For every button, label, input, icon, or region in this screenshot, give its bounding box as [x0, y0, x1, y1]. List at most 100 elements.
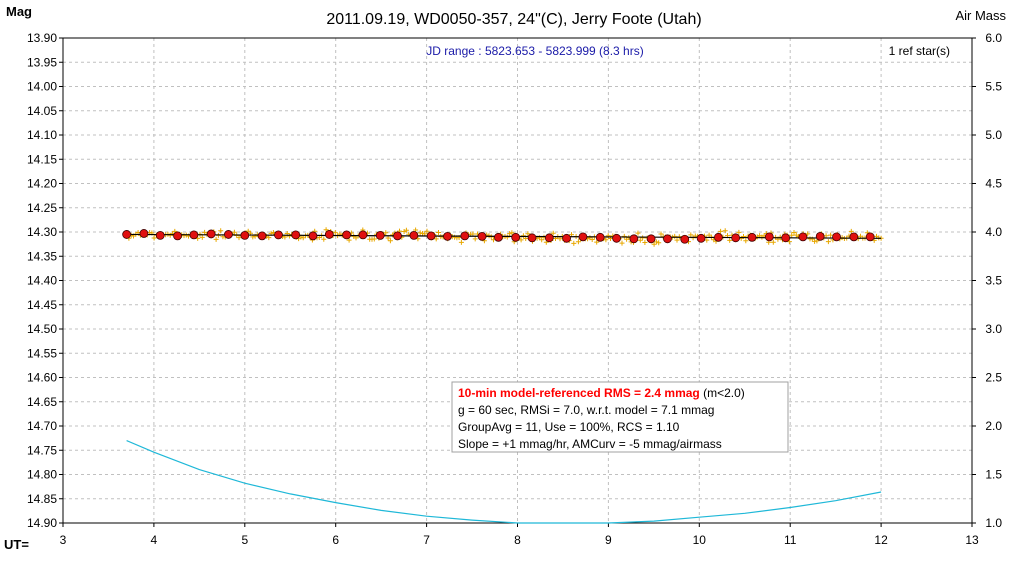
- group-average-point: [189, 230, 199, 240]
- raw-measurement-point: [603, 237, 609, 243]
- y-right-tick-label: 4.0: [985, 225, 1002, 239]
- raw-measurement-point: [213, 236, 219, 242]
- raw-measurement-point: [635, 230, 641, 236]
- group-average-point: [460, 231, 470, 241]
- y-left-tick-label: 14.55: [27, 346, 57, 360]
- group-average-point: [849, 232, 859, 242]
- x-tick-label: 12: [874, 533, 888, 547]
- raw-measurement-point: [433, 236, 439, 242]
- y-left-tick-label: 14.70: [27, 419, 57, 433]
- x-tick-label: 13: [965, 533, 979, 547]
- raw-measurement-point: [743, 238, 749, 244]
- raw-measurement-point: [424, 228, 430, 234]
- y-left-tick-label: 14.15: [27, 152, 57, 166]
- x-tick-label: 4: [151, 533, 158, 547]
- group-average-point: [832, 232, 841, 242]
- group-average-point: [342, 230, 352, 240]
- group-average-point: [815, 231, 825, 241]
- raw-measurement-point: [507, 231, 513, 237]
- y-left-tick-label: 14.90: [27, 516, 57, 530]
- group-average-point: [680, 234, 690, 244]
- raw-measurement-point: [619, 240, 625, 246]
- group-average-point: [358, 230, 368, 240]
- group-average-point: [865, 232, 875, 242]
- raw-measurement-point: [722, 228, 728, 234]
- raw-measurement-point: [525, 231, 531, 237]
- raw-measurement-point: [266, 235, 272, 241]
- y-left-tick-label: 14.35: [27, 249, 57, 263]
- y-left-tick-label: 14.05: [27, 104, 57, 118]
- x-tick-label: 5: [241, 533, 248, 547]
- rms-suffix: (m<2.0): [700, 386, 745, 400]
- chart-title: 2011.09.19, WD0050-357, 24"(C), Jerry Fo…: [326, 11, 701, 28]
- group-average-point: [713, 232, 723, 242]
- raw-measurement-point: [674, 237, 680, 243]
- airmass-curve: [126, 440, 882, 524]
- raw-measurement-point: [642, 240, 648, 245]
- raw-measurement-point: [640, 235, 646, 241]
- info-box-frame: [451, 381, 789, 453]
- y-right-tick-label: 2.0: [985, 419, 1002, 433]
- raw-measurement-point: [321, 236, 327, 242]
- raw-measurement-point: [151, 235, 157, 241]
- group-average-point: [155, 230, 165, 240]
- raw-measurement-point: [637, 237, 643, 243]
- raw-measurement-point: [518, 237, 524, 243]
- group-average-point: [240, 230, 250, 240]
- group-average-point: [595, 232, 605, 242]
- y-left-tick-label: 14.85: [27, 492, 57, 506]
- info-box: 10-min model-referenced RMS = 2.4 mmag (…: [451, 381, 789, 453]
- raw-measurement-point: [825, 239, 831, 245]
- raw-measurement-point: [828, 232, 834, 238]
- group-average-point: [781, 233, 791, 243]
- raw-measurement-point: [651, 241, 657, 247]
- x-tick-label: 9: [605, 533, 612, 547]
- raw-measurement-point: [571, 240, 577, 246]
- raw-measurement-point: [458, 239, 464, 245]
- group-average-point: [562, 233, 571, 243]
- group-average-point: [375, 230, 385, 240]
- data-marks: [122, 227, 884, 524]
- group-average-point: [324, 230, 334, 239]
- raw-measurement-point: [387, 238, 393, 244]
- group-average-point: [477, 231, 487, 241]
- y-right-tick-label: 2.5: [985, 371, 1002, 385]
- y-right-tick-label: 1.0: [985, 516, 1002, 530]
- y-left-tick-label: 14.25: [27, 201, 57, 215]
- group-average-point: [696, 233, 706, 243]
- ref-stars-label: 1 ref star(s): [889, 44, 950, 58]
- group-average-point: [224, 230, 233, 239]
- group-average-point: [122, 230, 132, 239]
- y-left-tick-label: 14.20: [27, 177, 57, 191]
- raw-measurement-point: [688, 232, 694, 238]
- group-average-point: [426, 231, 436, 241]
- x-tick-label: 6: [332, 533, 339, 547]
- group-average-point: [629, 234, 639, 244]
- y-left-tick-label: 13.90: [27, 31, 57, 45]
- x-tick-label: 8: [514, 533, 521, 547]
- group-average-point: [663, 234, 672, 244]
- rms-highlight: 10-min model-referenced RMS = 2.4 mmag: [458, 386, 700, 400]
- info-line-1: 10-min model-referenced RMS = 2.4 mmag (…: [458, 386, 745, 400]
- raw-measurement-point: [332, 230, 338, 236]
- raw-measurement-point: [401, 229, 407, 234]
- y-right-tick-label: 1.5: [985, 468, 1002, 482]
- raw-measurement-point: [848, 228, 854, 234]
- raw-measurement-point: [199, 234, 205, 240]
- left-axis-label: Mag: [6, 4, 32, 19]
- y-left-tick-label: 14.40: [27, 274, 57, 288]
- info-line-3: GroupAvg = 11, Use = 100%, RCS = 1.10: [458, 420, 680, 434]
- group-average-point: [527, 233, 537, 243]
- group-average-point: [308, 231, 318, 241]
- raw-measurement-point: [436, 230, 441, 235]
- group-average-point: [798, 232, 808, 242]
- raw-measurement-point: [550, 230, 556, 236]
- raw-measurement-point: [231, 229, 237, 235]
- x-tick-label: 10: [693, 533, 707, 547]
- y-left-tick-label: 14.60: [27, 371, 57, 385]
- y-left-tick-label: 14.45: [27, 298, 57, 312]
- raw-measurement-point: [575, 239, 581, 245]
- group-average-point: [646, 234, 656, 244]
- raw-measurement-point: [658, 231, 664, 237]
